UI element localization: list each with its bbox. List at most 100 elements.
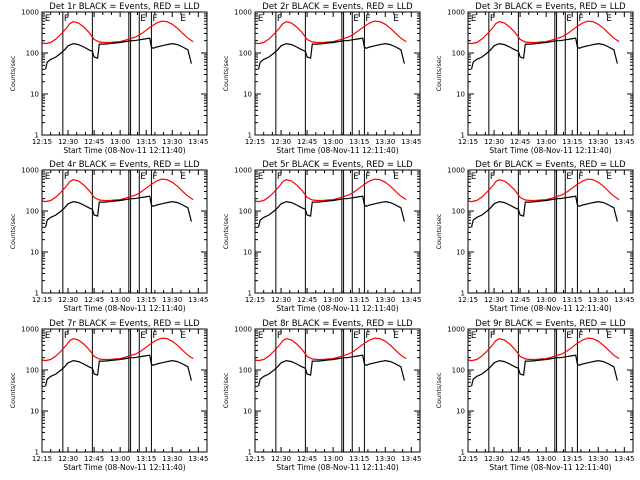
- flag-label: F: [490, 331, 495, 341]
- x-tick-label: 12:15: [32, 455, 52, 463]
- x-tick-label: 13:45: [188, 138, 208, 146]
- x-tick-label: 13:15: [136, 138, 156, 146]
- flag-label: E: [258, 14, 264, 24]
- y-tick-label: 1000: [234, 167, 252, 175]
- y-tick-label: 10: [30, 408, 39, 416]
- x-tick-label: 12:30: [58, 138, 78, 146]
- series-events-line: [470, 354, 618, 387]
- x-axis-label: Start Time (08-Nov-11 12:11:40): [63, 304, 185, 313]
- flag-label: F: [64, 14, 69, 24]
- x-tick-label: 12:30: [484, 296, 504, 304]
- flag-label: E: [258, 331, 264, 341]
- plot-frame: [254, 11, 421, 136]
- x-tick-label: 12:45: [84, 455, 104, 463]
- x-tick-label: 13:30: [162, 138, 182, 146]
- y-tick-label: 100: [452, 367, 465, 375]
- x-tick-label: 13:45: [614, 296, 634, 304]
- x-axis-label: Start Time (08-Nov-11 12:11:40): [276, 146, 398, 155]
- x-tick-label: 13:30: [162, 296, 182, 304]
- series-events-line: [44, 354, 192, 387]
- x-tick-label: 12:15: [245, 138, 265, 146]
- y-tick-label: 1000: [21, 326, 39, 334]
- flag-label: F: [578, 331, 583, 341]
- x-tick-label: 12:15: [32, 296, 52, 304]
- series-events-line: [44, 195, 192, 228]
- y-tick-label: 100: [239, 50, 252, 58]
- x-tick-label: 13:30: [375, 138, 395, 146]
- y-tick-label: 100: [239, 367, 252, 375]
- flag-label: E: [566, 14, 572, 24]
- x-tick-label: 13:00: [110, 296, 130, 304]
- flag-label: E: [45, 172, 51, 182]
- flag-label: E: [566, 331, 572, 341]
- panel-title: Det 7r BLACK = Events, RED = LLD: [49, 319, 200, 329]
- y-tick-label: 10: [456, 408, 465, 416]
- y-tick-label: 1: [248, 449, 252, 457]
- y-axis-label: Counts/sec: [222, 372, 230, 408]
- x-tick-label: 13:30: [588, 296, 608, 304]
- y-axis-label: Counts/sec: [435, 213, 443, 249]
- series-lld-line: [467, 337, 620, 362]
- x-axis-label: Start Time (08-Nov-11 12:11:40): [63, 463, 185, 472]
- y-axis-label: Counts/sec: [435, 372, 443, 408]
- x-tick-label: 13:30: [375, 455, 395, 463]
- x-tick-label: 12:15: [458, 138, 478, 146]
- flag-label: F: [152, 172, 157, 182]
- x-axis-label: Start Time (08-Nov-11 12:11:40): [489, 146, 611, 155]
- flag-label: E: [180, 331, 186, 341]
- y-tick-label: 1: [461, 132, 465, 140]
- plot-frame: [41, 169, 208, 294]
- x-tick-label: 13:00: [536, 138, 556, 146]
- y-tick-label: 1: [248, 132, 252, 140]
- x-tick-label: 12:30: [484, 455, 504, 463]
- y-tick-label: 1: [35, 132, 39, 140]
- flag-label: E: [606, 172, 612, 182]
- x-tick-label: 13:30: [162, 455, 182, 463]
- x-tick-label: 12:30: [271, 455, 291, 463]
- x-tick-label: 12:45: [297, 138, 317, 146]
- flag-label: E: [258, 172, 264, 182]
- flag-label: E: [45, 331, 51, 341]
- y-tick-label: 1000: [447, 326, 465, 334]
- plot-frame: [467, 169, 634, 294]
- x-axis-label: Start Time (08-Nov-11 12:11:40): [489, 463, 611, 472]
- x-tick-label: 13:00: [323, 138, 343, 146]
- series-events-line: [470, 37, 618, 70]
- y-tick-label: 1: [35, 290, 39, 298]
- series-lld-line: [254, 178, 407, 203]
- plot-frame: [41, 11, 208, 136]
- y-tick-label: 1000: [21, 9, 39, 17]
- x-tick-label: 12:45: [510, 296, 530, 304]
- flag-label: E: [471, 14, 477, 24]
- flag-label: F: [365, 172, 370, 182]
- x-tick-label: 12:15: [32, 138, 52, 146]
- x-tick-label: 13:00: [536, 455, 556, 463]
- y-tick-label: 10: [243, 249, 252, 257]
- x-tick-label: 13:00: [536, 296, 556, 304]
- x-tick-label: 12:30: [58, 455, 78, 463]
- panel-title: Det 5r BLACK = Events, RED = LLD: [262, 160, 413, 170]
- flag-label: F: [277, 331, 282, 341]
- series-lld-line: [467, 178, 620, 203]
- flag-label: E: [353, 331, 359, 341]
- y-tick-label: 1000: [447, 9, 465, 17]
- x-tick-label: 13:45: [401, 296, 421, 304]
- series-events-line: [257, 37, 405, 70]
- plot-frame: [467, 328, 634, 453]
- panel-title: Det 8r BLACK = Events, RED = LLD: [262, 319, 413, 329]
- x-tick-label: 13:15: [136, 296, 156, 304]
- x-tick-label: 13:00: [110, 455, 130, 463]
- plot-frame: [467, 11, 634, 136]
- flag-label: E: [140, 14, 146, 24]
- flag-label: F: [490, 14, 495, 24]
- flag-label: F: [277, 172, 282, 182]
- flag-label: F: [64, 331, 69, 341]
- flag-label: E: [180, 172, 186, 182]
- panel-title: Det 6r BLACK = Events, RED = LLD: [475, 160, 626, 170]
- series-lld-line: [467, 20, 620, 45]
- y-tick-label: 10: [456, 249, 465, 257]
- y-tick-label: 100: [26, 208, 39, 216]
- x-tick-label: 13:30: [588, 138, 608, 146]
